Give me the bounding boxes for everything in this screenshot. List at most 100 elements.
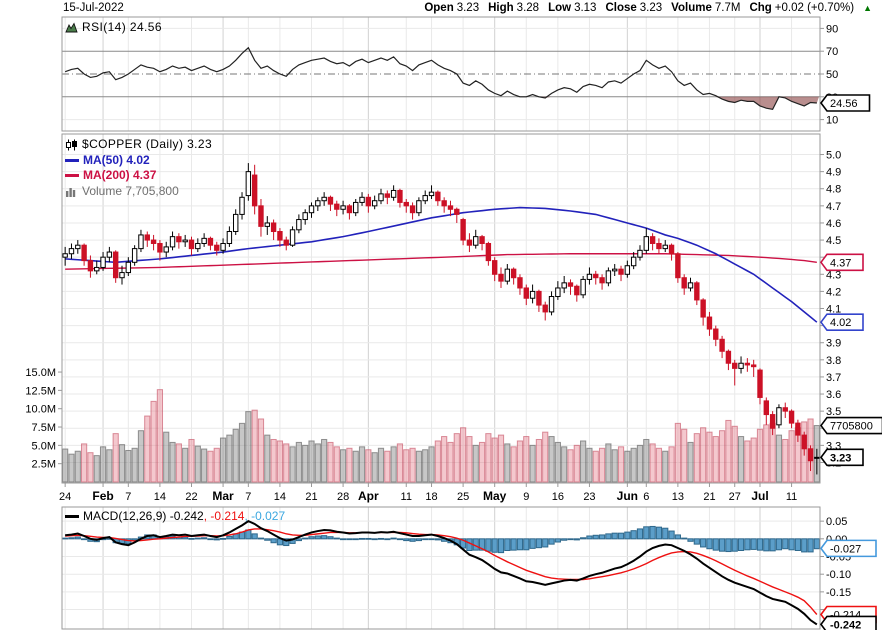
stat-close: Close 3.23 xyxy=(605,2,663,14)
svg-text:7.5M: 7.5M xyxy=(32,422,56,434)
rsi-legend: RSI(14) 24.56 xyxy=(65,20,162,36)
moving-averages xyxy=(65,206,818,323)
svg-text:Jul: Jul xyxy=(751,489,768,503)
price-legend: $COPPER (Daily) 3.23 MA(50) 4.02 MA(200)… xyxy=(65,137,212,199)
ohlc-stats: Open 3.23 High 3.28 Low 3.13 Close 3.23 Volu… xyxy=(424,2,872,15)
svg-text:4.2: 4.2 xyxy=(826,286,841,298)
svg-text:24.56: 24.56 xyxy=(830,98,858,110)
svg-text:4.02: 4.02 xyxy=(830,317,851,329)
svg-text:14: 14 xyxy=(274,491,286,503)
svg-text:90: 90 xyxy=(826,23,838,35)
svg-text:22: 22 xyxy=(185,491,197,503)
svg-text:14: 14 xyxy=(154,491,166,503)
svg-text:21: 21 xyxy=(305,491,317,503)
svg-text:13: 13 xyxy=(672,491,684,503)
svg-text:4.9: 4.9 xyxy=(826,167,841,179)
area-chart-icon xyxy=(65,22,78,33)
svg-text:-0.242: -0.242 xyxy=(830,619,861,630)
svg-text:2.5M: 2.5M xyxy=(32,459,56,471)
macd-legend: MACD(12,26,9) -0.242 , -0.214 , -0.027 xyxy=(65,509,285,525)
chart-date: 15-Jul-2022 xyxy=(63,2,124,14)
svg-text:4.5: 4.5 xyxy=(826,235,841,247)
svg-text:15.0M: 15.0M xyxy=(25,367,56,379)
rsi-legend-label: RSI(14) 24.56 xyxy=(82,20,162,34)
svg-text:May: May xyxy=(483,489,507,503)
macd-legend-value: MACD(12,26,9) -0.242 xyxy=(83,509,204,523)
candles xyxy=(62,163,820,475)
svg-text:4.3: 4.3 xyxy=(826,269,841,281)
svg-text:5.0: 5.0 xyxy=(826,150,841,162)
svg-text:10: 10 xyxy=(826,115,838,127)
svg-text:3.9: 3.9 xyxy=(826,338,841,350)
volume-legend-label: Volume 7,705,800 xyxy=(82,183,179,198)
svg-text:24: 24 xyxy=(59,491,71,503)
macd-histogram xyxy=(62,525,820,554)
rsi-plot xyxy=(62,46,820,111)
svg-text:7705800: 7705800 xyxy=(830,421,873,433)
stat-low: Low 3.13 xyxy=(548,2,597,14)
svg-text:11: 11 xyxy=(401,491,412,503)
svg-text:4.8: 4.8 xyxy=(826,184,841,196)
svg-text:5.0M: 5.0M xyxy=(32,440,56,452)
macd-lines xyxy=(65,520,818,626)
svg-text:Jun: Jun xyxy=(617,489,638,503)
macd-hist-value: , -0.027 xyxy=(244,509,286,523)
ma50-line-swatch xyxy=(65,158,79,162)
volume-bars-icon xyxy=(66,187,76,197)
ma50-line xyxy=(65,206,818,323)
rsi-line xyxy=(64,46,817,111)
ma200-line xyxy=(65,253,817,270)
svg-text:-0.027: -0.027 xyxy=(830,543,861,555)
macd-line xyxy=(65,520,818,626)
svg-text:3.8: 3.8 xyxy=(826,355,841,367)
svg-text:16: 16 xyxy=(552,491,564,503)
svg-text:28: 28 xyxy=(337,491,349,503)
svg-text:10.0M: 10.0M xyxy=(25,404,56,416)
svg-text:-0.10: -0.10 xyxy=(826,569,851,581)
svg-text:18: 18 xyxy=(425,491,437,503)
svg-text:4.1: 4.1 xyxy=(826,304,841,316)
svg-text:21: 21 xyxy=(703,491,715,503)
ma50-legend-label: MA(50) 4.02 xyxy=(83,152,150,167)
svg-text:9: 9 xyxy=(523,491,529,503)
svg-text:4.6: 4.6 xyxy=(826,218,841,230)
svg-text:0.05: 0.05 xyxy=(826,516,847,528)
rsi-oversold-fill xyxy=(63,96,819,110)
svg-text:12.5M: 12.5M xyxy=(25,385,56,397)
svg-text:Apr: Apr xyxy=(358,489,379,503)
svg-text:3.7: 3.7 xyxy=(826,372,841,384)
svg-text:50: 50 xyxy=(826,69,838,81)
macd-signal-value: , -0.214 xyxy=(203,509,245,523)
svg-text:3.6: 3.6 xyxy=(826,389,841,401)
svg-text:4.7: 4.7 xyxy=(826,201,841,213)
svg-text:7: 7 xyxy=(125,491,131,503)
stat-open: Open 3.23 xyxy=(424,2,480,14)
svg-text:11: 11 xyxy=(786,491,797,503)
ma200-legend-label: MA(200) 4.37 xyxy=(83,168,157,182)
candlestick-icon xyxy=(66,139,77,151)
svg-text:Feb: Feb xyxy=(92,489,113,503)
stat-volume: Volume 7.7M xyxy=(671,2,741,14)
svg-text:6: 6 xyxy=(643,491,649,503)
gridlines xyxy=(62,17,820,629)
svg-text:4.37: 4.37 xyxy=(830,257,851,269)
stat-change: Chg +0.02 (+0.70%) xyxy=(749,2,855,14)
svg-text:27: 27 xyxy=(729,491,741,503)
svg-text:-0.15: -0.15 xyxy=(826,587,851,599)
up-triangle-icon: ▲ xyxy=(863,3,872,13)
svg-text:7: 7 xyxy=(245,491,251,503)
header-bar: 15-Jul-2022 Open 3.23 High 3.28 Low 3.13 Cl… xyxy=(0,0,882,17)
svg-text:70: 70 xyxy=(826,46,838,58)
svg-text:3.23: 3.23 xyxy=(830,452,851,464)
svg-text:3.5: 3.5 xyxy=(826,406,841,418)
symbol-label: $COPPER (Daily) 3.23 xyxy=(82,137,213,151)
svg-text:Mar: Mar xyxy=(212,489,234,503)
value-callouts: 4.374.0277058003.2324.56-0.214-0.027-0.2… xyxy=(820,94,882,630)
svg-text:23: 23 xyxy=(583,491,595,503)
svg-text:25: 25 xyxy=(457,491,469,503)
stat-high: High 3.28 xyxy=(488,2,540,14)
macd-line-swatch xyxy=(65,515,79,519)
ma200-line-swatch xyxy=(65,174,79,178)
